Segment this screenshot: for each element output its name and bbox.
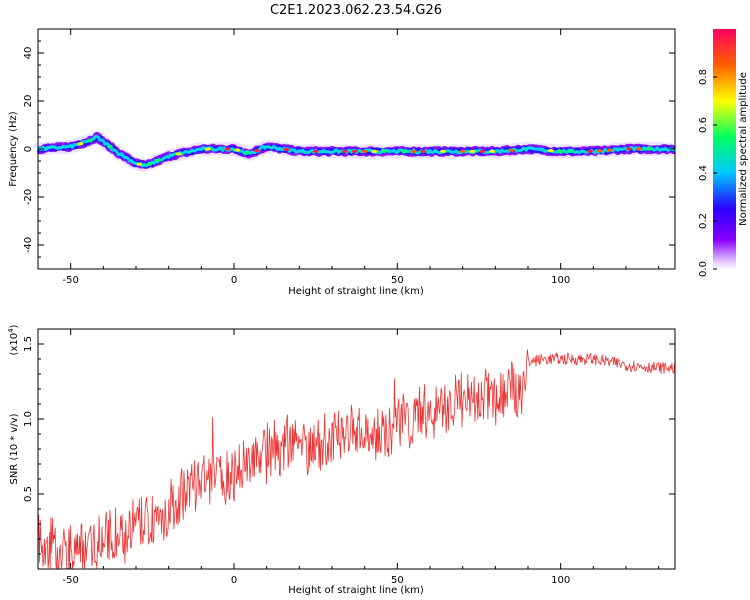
- ridge-hotspot: [567, 149, 574, 153]
- spectrogram-xlabel: Height of straight line (km): [288, 286, 424, 297]
- snr-scale-exp: 4: [7, 328, 15, 333]
- ridge-hotspot: [175, 152, 182, 156]
- colorbar-tick-label: 0.6: [698, 117, 709, 133]
- x-tick-label: -50: [62, 275, 78, 286]
- ridge-hotspot: [508, 148, 515, 152]
- ridge-hotspot: [146, 162, 153, 166]
- ridge-hotspot: [371, 149, 378, 153]
- colorbar-tick-label: 0.2: [698, 213, 709, 229]
- ridge-hotspot: [204, 147, 211, 151]
- colorbar-tick-label: 0.4: [698, 165, 709, 181]
- y-tick-label: 1.0: [23, 411, 34, 427]
- ridge-hotspot: [361, 149, 368, 153]
- svg-text:(x104): (x104): [7, 324, 20, 355]
- colorbar-gradient: [713, 29, 736, 269]
- spectrogram-panel: -50 0 50 100 -40 -20 0 20 40 Height of straight …: [8, 28, 680, 297]
- x-tick-label: 100: [551, 275, 570, 286]
- x-tick-label: -50: [62, 575, 78, 586]
- ridge-hotspot: [645, 147, 652, 151]
- snr-ticks: -50 0 50 100 0.5 1.0 1.5: [23, 329, 675, 586]
- x-tick-label: 50: [391, 575, 404, 586]
- ridge-hotspot: [136, 162, 143, 166]
- ridge-hotspot: [547, 149, 554, 153]
- spectrogram-ticks: -50 0 50 100 -40 -20 0 20 40: [23, 29, 675, 286]
- ridge-hotspot: [351, 149, 358, 153]
- y-tick-label: 0.5: [23, 486, 34, 502]
- ridge-hotspot: [244, 151, 251, 155]
- y-tick-label: -40: [23, 237, 34, 253]
- ridge-hotspot: [312, 149, 319, 153]
- y-tick-label: 0: [23, 146, 34, 152]
- ridge-hotspot: [420, 149, 427, 153]
- y-tick-label: 20: [23, 95, 34, 108]
- ridge-hotspot: [459, 149, 466, 153]
- ridge-hotspot: [479, 149, 486, 153]
- y-tick-label: 1.5: [23, 336, 34, 352]
- ridge-hotspot: [440, 149, 447, 153]
- ridge-hotspot: [253, 149, 260, 153]
- colorbar-tick-label: 0.8: [698, 69, 709, 85]
- ridge-hotspot: [342, 149, 349, 153]
- colorbar: 0.0 0.2 0.4 0.6 0.8 Normalized spectral ampl…: [698, 29, 749, 277]
- x-tick-label: 100: [551, 575, 570, 586]
- ridge-hotspot: [587, 149, 594, 153]
- snr-panel: -50 0 50 100 0.5 1.0 1.5 Height of straight li…: [7, 324, 676, 596]
- y-tick-label: -20: [23, 189, 34, 205]
- ridge-hotspot: [234, 148, 241, 152]
- ridge-hotspot: [606, 148, 613, 152]
- x-tick-label: 0: [231, 575, 237, 586]
- ridge-hotspot: [106, 145, 113, 149]
- ridge-hotspot: [489, 149, 496, 153]
- ridge-hotspot: [410, 149, 417, 153]
- colorbar-tick-label: 0.0: [698, 261, 709, 277]
- spectrogram-ylabel: Frequency (Hz): [8, 111, 19, 187]
- snr-line: [37, 349, 676, 569]
- colorbar-ticks: 0.0 0.2 0.4 0.6 0.8: [698, 69, 717, 277]
- ridge-hotspot: [596, 149, 603, 153]
- ridge-hotspot: [400, 149, 407, 153]
- snr-frame: [37, 328, 676, 570]
- ridge-hotspot: [381, 149, 388, 153]
- x-tick-label: 50: [391, 275, 404, 286]
- snr-ylabel: SNR (10 * v/v): [9, 413, 20, 484]
- ridge-hotspot: [636, 147, 643, 151]
- spectrogram-ridge: [32, 131, 680, 172]
- ridge-hotspot: [155, 158, 162, 162]
- snr-scale-label: (x104): [7, 324, 20, 355]
- ridge-hotspot: [469, 149, 476, 153]
- ridge-hotspot: [283, 147, 290, 152]
- y-tick-label: 40: [23, 47, 34, 60]
- ridge-hotspot: [87, 138, 94, 142]
- x-tick-label: 0: [231, 275, 237, 286]
- colorbar-label: Normalized spectral amplitude: [738, 72, 749, 226]
- snr-xlabel: Height of straight line (km): [288, 585, 424, 596]
- snr-series: [37, 349, 676, 569]
- ridge-hotspot: [224, 147, 231, 151]
- ridge-hotspot: [557, 149, 564, 153]
- ridge-hotspot: [77, 142, 84, 146]
- figure-title: C2E1.2023.062.23.54.G26: [270, 3, 442, 18]
- ridge-hotspot: [626, 147, 633, 151]
- snr-scale-base: (x10: [9, 333, 20, 356]
